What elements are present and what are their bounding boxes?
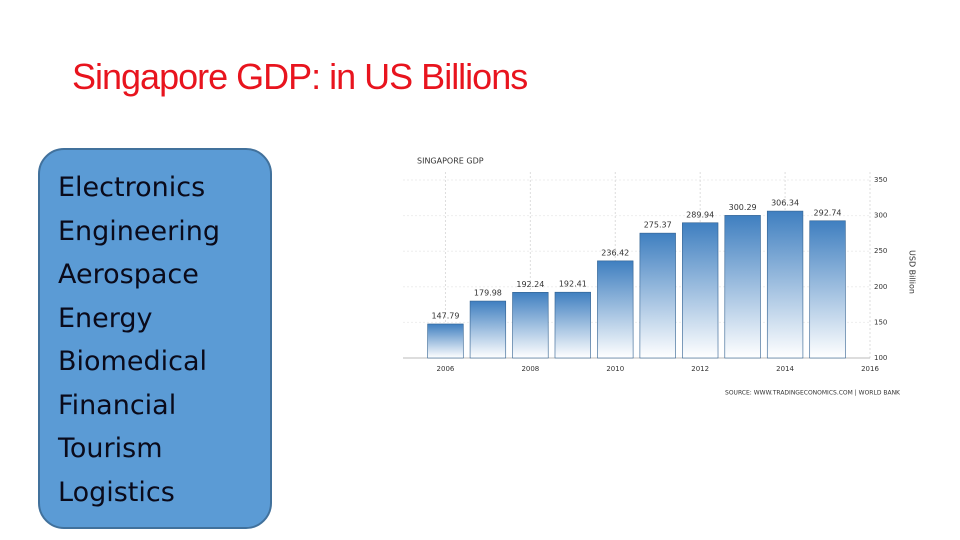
value-label: 147.79 bbox=[431, 311, 459, 320]
y-tick-label: 300 bbox=[874, 212, 887, 220]
y-tick-label: 350 bbox=[874, 176, 887, 184]
bar bbox=[682, 222, 719, 359]
value-label: 306.34 bbox=[771, 199, 799, 208]
value-label: 192.24 bbox=[516, 280, 544, 289]
x-tick-label: 2006 bbox=[437, 365, 455, 373]
y-tick-label: 250 bbox=[874, 247, 887, 255]
list-item: Biomedical bbox=[58, 346, 207, 377]
value-label: 300.29 bbox=[729, 203, 757, 212]
y-tick-label: 200 bbox=[874, 283, 887, 291]
y-tick-label: 150 bbox=[874, 318, 887, 326]
list-item: Aerospace bbox=[58, 259, 199, 290]
list-item: Financial bbox=[58, 389, 177, 421]
list-item: Engineering bbox=[58, 215, 220, 247]
bar bbox=[597, 260, 634, 359]
value-label: 275.37 bbox=[644, 221, 672, 230]
value-label: 289.94 bbox=[686, 210, 714, 219]
x-tick-label: 2008 bbox=[521, 365, 539, 373]
bar bbox=[724, 215, 761, 359]
y-tick-label: 100 bbox=[874, 354, 887, 362]
bar bbox=[809, 220, 846, 359]
value-label: 179.98 bbox=[474, 289, 502, 298]
slide-title: Singapore GDP: in US Billions bbox=[72, 56, 528, 97]
bar bbox=[766, 210, 804, 359]
bar bbox=[427, 323, 464, 359]
x-tick-label: 2012 bbox=[691, 365, 709, 373]
value-label: 292.74 bbox=[814, 208, 842, 217]
bar bbox=[469, 300, 507, 359]
x-tick-label: 2010 bbox=[606, 365, 624, 373]
list-item: Tourism bbox=[58, 433, 163, 464]
value-label: 192.41 bbox=[559, 280, 587, 289]
bar bbox=[512, 292, 549, 359]
bar bbox=[639, 232, 676, 359]
list-box bbox=[38, 148, 272, 529]
list: Electronics Engineering Aerospace Energy Bio… bbox=[58, 166, 220, 514]
list-item: Electronics bbox=[58, 172, 206, 203]
value-label: 236.42 bbox=[601, 248, 629, 257]
list-item: Energy bbox=[58, 302, 153, 334]
chart-title: SINGAPORE GDP bbox=[417, 157, 484, 166]
list-item: Logistics bbox=[58, 476, 175, 508]
x-tick-label: 2014 bbox=[776, 365, 794, 373]
y-axis-label: USD Billion bbox=[908, 250, 917, 294]
source: SOURCE: WWW.TRADINGECONOMICS.COM | WORLD… bbox=[725, 390, 901, 397]
bar bbox=[554, 291, 591, 359]
x-tick-label: 2016 bbox=[861, 365, 879, 373]
